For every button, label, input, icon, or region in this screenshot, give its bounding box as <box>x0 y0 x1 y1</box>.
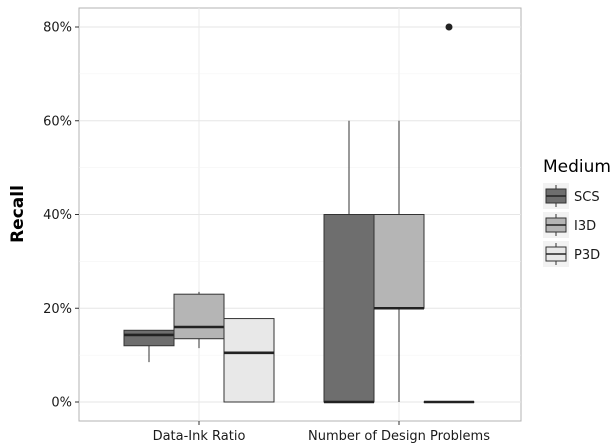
box-scs <box>123 329 175 347</box>
y-axis: 0% 20% 40% 60% 80% <box>43 21 79 411</box>
x-tick-label: Data-Ink Ratio <box>153 429 246 444</box>
box-i3d <box>373 214 425 309</box>
y-tick-label: 60% <box>43 114 72 129</box>
outlier-point <box>445 23 453 31</box>
legend-label-i3d: I3D <box>574 219 596 234</box>
x-tick-label: Number of Design Problems <box>308 429 490 444</box>
y-tick-label: 0% <box>51 396 72 411</box>
box-i3d <box>173 293 225 340</box>
y-tick-label: 20% <box>43 302 72 317</box>
x-axis: Data-Ink Ratio Number of Design Problems <box>153 421 490 444</box>
y-tick-label: 80% <box>43 21 72 36</box>
boxes <box>123 23 475 404</box>
legend-label-scs: SCS <box>574 190 600 205</box>
y-tick-label: 40% <box>43 208 72 223</box>
box-p3d <box>223 318 275 403</box>
legend: Medium SCS I3D P3D <box>543 157 611 267</box>
y-axis-title: Recall <box>8 185 28 243</box>
legend-label-p3d: P3D <box>574 248 600 263</box>
box-scs <box>323 214 375 403</box>
legend-title: Medium <box>543 157 611 177</box>
